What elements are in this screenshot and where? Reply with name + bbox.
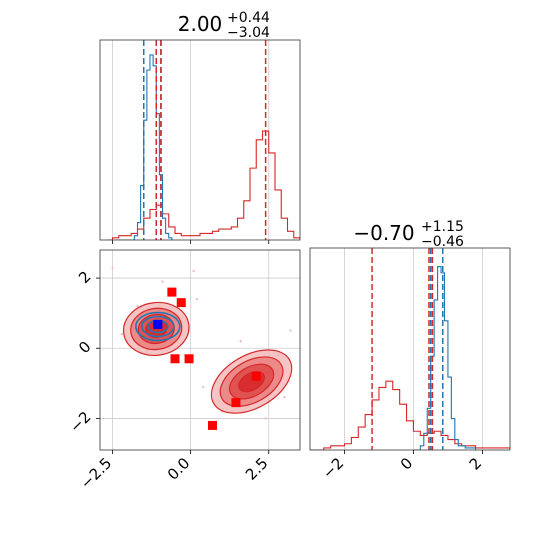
- x-tick-label: 0: [397, 454, 416, 473]
- x-tick-label: −2: [319, 454, 347, 482]
- joint-density-frame: [99, 249, 301, 451]
- red-marker: [170, 354, 180, 364]
- clip-h1-content: [310, 248, 510, 450]
- sample-dot: [264, 417, 267, 420]
- title-param1: 2.00: [178, 12, 223, 36]
- red-histogram-line: [310, 380, 510, 450]
- clip-h0-content: [106, 40, 300, 240]
- sample-dot: [283, 396, 286, 399]
- sample-dot: [111, 266, 114, 269]
- red-marker: [208, 420, 217, 430]
- sample-dot: [289, 329, 292, 332]
- title-param2: −0.70: [353, 221, 414, 245]
- sample-dot: [195, 297, 199, 301]
- sample-dot: [192, 269, 195, 273]
- blue-histogram-line: [413, 266, 477, 450]
- title-param1-plus: +0.44: [227, 10, 270, 26]
- y-tick-label: 0: [75, 338, 94, 357]
- x-tick-label: 2.5: [242, 454, 272, 484]
- x-tick-label: −2.5: [77, 454, 115, 492]
- sample-dot: [239, 340, 242, 343]
- joint-density-panel: −2.5 0.0 2.5 2 0 −2: [66, 249, 301, 493]
- y-tick-label: −2: [66, 408, 94, 436]
- sample-dot: [201, 385, 205, 389]
- title-param2-minus: −0.46: [421, 234, 464, 250]
- sample-dot: [161, 280, 164, 283]
- title-param2-plus: +1.15: [421, 219, 464, 235]
- red-histogram-line: [106, 130, 300, 240]
- red-marker: [167, 287, 177, 297]
- joint-content: [111, 266, 293, 430]
- blue-density-contour: [135, 311, 181, 342]
- red-marker: [231, 398, 241, 408]
- title-param2-value: −0.70: [353, 221, 414, 245]
- histogram-param2-frame: [309, 247, 511, 451]
- x-tick-label: 2: [466, 454, 485, 473]
- y-tick-label: 2: [75, 267, 94, 286]
- red-marker: [176, 298, 186, 308]
- blue-marker: [153, 319, 163, 329]
- red-marker: [184, 354, 194, 364]
- sample-dot: [120, 333, 124, 336]
- blue-density-contour: [141, 315, 175, 338]
- histogram-param2: −2 0 2: [309, 247, 511, 482]
- title-param1-value: 2.00: [178, 12, 223, 36]
- histogram-param1: [99, 39, 301, 244]
- histogram-param1-frame: [99, 39, 301, 241]
- sample-dot: [136, 304, 139, 308]
- title-param1-minus: −3.04: [227, 25, 270, 41]
- red-marker: [251, 371, 261, 381]
- blue-histogram-line: [115, 54, 173, 240]
- x-tick-label: 0.0: [164, 454, 194, 484]
